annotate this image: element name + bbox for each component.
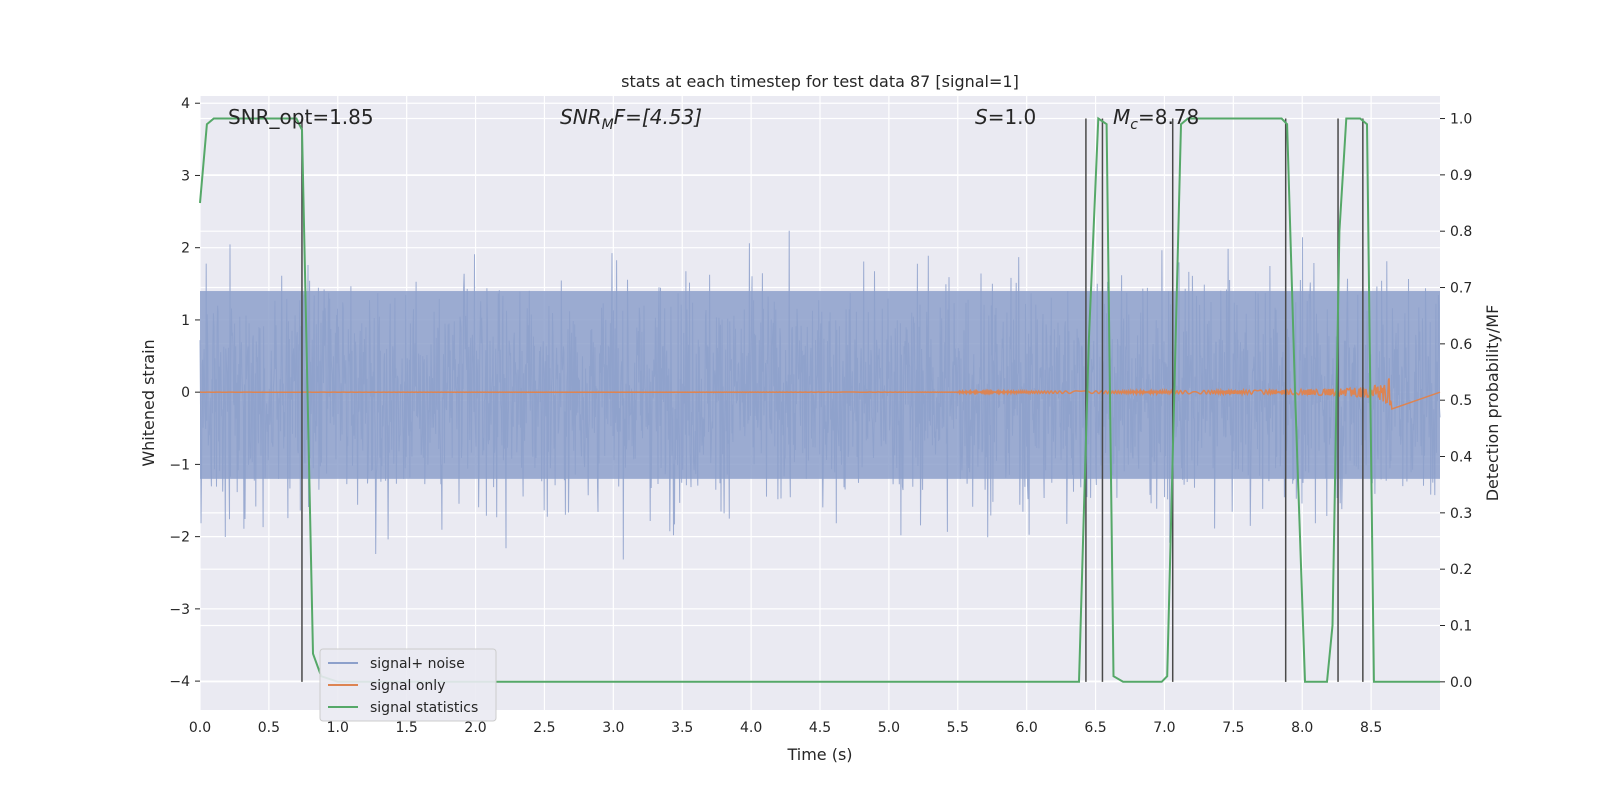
x-tick-label: 1.0 — [327, 720, 349, 736]
x-axis-ticks: 0.0 0.5 1.0 1.5 2.0 2.5 3.0 3.5 4.0 4.5 5.0 5.5 6.0 6… — [189, 720, 1382, 736]
annotation-mc-rest: =8.78 — [1138, 105, 1199, 129]
x-tick-label: 7.0 — [1153, 720, 1175, 736]
x-tick-label: 0.5 — [258, 720, 280, 736]
y-right-tick-label: 0.8 — [1450, 224, 1472, 240]
y-left-tick-label: 3 — [181, 168, 190, 184]
y-left-tick-label: −1 — [169, 457, 190, 473]
annotation-snr-opt: SNR_opt=1.85 — [228, 105, 374, 129]
x-tick-label: 5.5 — [947, 720, 969, 736]
series-signal-plus-noise — [199, 230, 1441, 560]
y-right-tick-label: 0.0 — [1450, 675, 1472, 691]
annotation-snr-mf: SNRMF=[4.53] — [560, 105, 702, 133]
y-right-tick-label: 0.7 — [1450, 281, 1472, 297]
y-left-tick-label: 0 — [181, 385, 190, 401]
y-right-tick-label: 0.4 — [1450, 450, 1472, 466]
y-left-tick-label: 4 — [181, 96, 190, 112]
annotation-mc: Mc=8.78 — [1113, 105, 1199, 133]
x-tick-label: 0.0 — [189, 720, 211, 736]
annotation-snr-mf-label: SNR — [560, 105, 602, 129]
y-axis-right-label: Detection probability/MF — [1483, 305, 1502, 502]
annotation-s-label: S — [975, 105, 988, 129]
y-right-tick-label: 0.2 — [1450, 562, 1472, 578]
annotation-mc-sub: c — [1130, 117, 1138, 133]
stats-line — [199, 116, 1440, 683]
signal-line — [200, 378, 1441, 411]
y-right-tick-label: 0.9 — [1450, 168, 1472, 184]
y-left-tick-label: −2 — [169, 530, 190, 546]
x-tick-label: 2.5 — [533, 720, 555, 736]
x-tick-label: 6.0 — [1016, 720, 1038, 736]
y-right-tick-label: 0.5 — [1450, 393, 1472, 409]
x-tick-label: 3.0 — [602, 720, 624, 736]
y-right-tick-label: 1.0 — [1450, 112, 1472, 128]
x-tick-label: 7.5 — [1222, 720, 1244, 736]
x-tick-label: 8.0 — [1291, 720, 1313, 736]
y-left-tick-label: −3 — [169, 602, 190, 618]
annotation-s-rest: =1.0 — [988, 105, 1037, 129]
vertical-markers — [301, 118, 1364, 682]
y-right-tick-label: 0.6 — [1450, 337, 1472, 353]
y-axis-left-ticks: 4 3 2 1 0 −1 −2 −3 −4 — [169, 96, 200, 690]
y-right-tick-label: 0.3 — [1450, 506, 1472, 522]
annotation-mc-label: M — [1113, 105, 1130, 129]
legend-label-stats: signal statistics — [370, 700, 478, 716]
y-axis-right-ticks: 1.0 0.9 0.8 0.7 0.6 0.5 0.4 0.3 0.2 0.1 0.0 — [1440, 112, 1472, 691]
noise-band — [200, 291, 1440, 479]
legend-label-signal: signal only — [370, 678, 445, 694]
annotation-s: S=1.0 — [975, 105, 1036, 129]
y-left-tick-label: 2 — [181, 241, 190, 257]
annotation-snr-mf-rest: F=[4.53] — [614, 105, 702, 129]
annotation-snr-mf-sub: M — [602, 117, 614, 133]
legend: signal+ noise signal only signal statist… — [319, 648, 497, 722]
x-tick-label: 5.0 — [878, 720, 900, 736]
chart-title: stats at each timestep for test data 87 … — [621, 72, 1019, 91]
y-left-tick-label: −4 — [169, 674, 190, 690]
x-tick-label: 2.0 — [464, 720, 486, 736]
y-axis-left-label: Whitened strain — [139, 339, 158, 466]
x-tick-label: 4.0 — [740, 720, 762, 736]
series-signal-statistics — [199, 116, 1440, 683]
series-signal-only — [200, 378, 1441, 411]
x-tick-label: 4.5 — [809, 720, 831, 736]
x-tick-label: 8.5 — [1360, 720, 1382, 736]
x-tick-label: 3.5 — [671, 720, 693, 736]
y-right-tick-label: 0.1 — [1450, 619, 1472, 635]
x-tick-label: 6.5 — [1084, 720, 1106, 736]
legend-label-noise: signal+ noise — [370, 656, 465, 672]
y-left-tick-label: 1 — [181, 313, 190, 329]
legend-box — [319, 648, 497, 722]
x-tick-label: 1.5 — [396, 720, 418, 736]
x-axis-label: Time (s) — [786, 745, 852, 764]
